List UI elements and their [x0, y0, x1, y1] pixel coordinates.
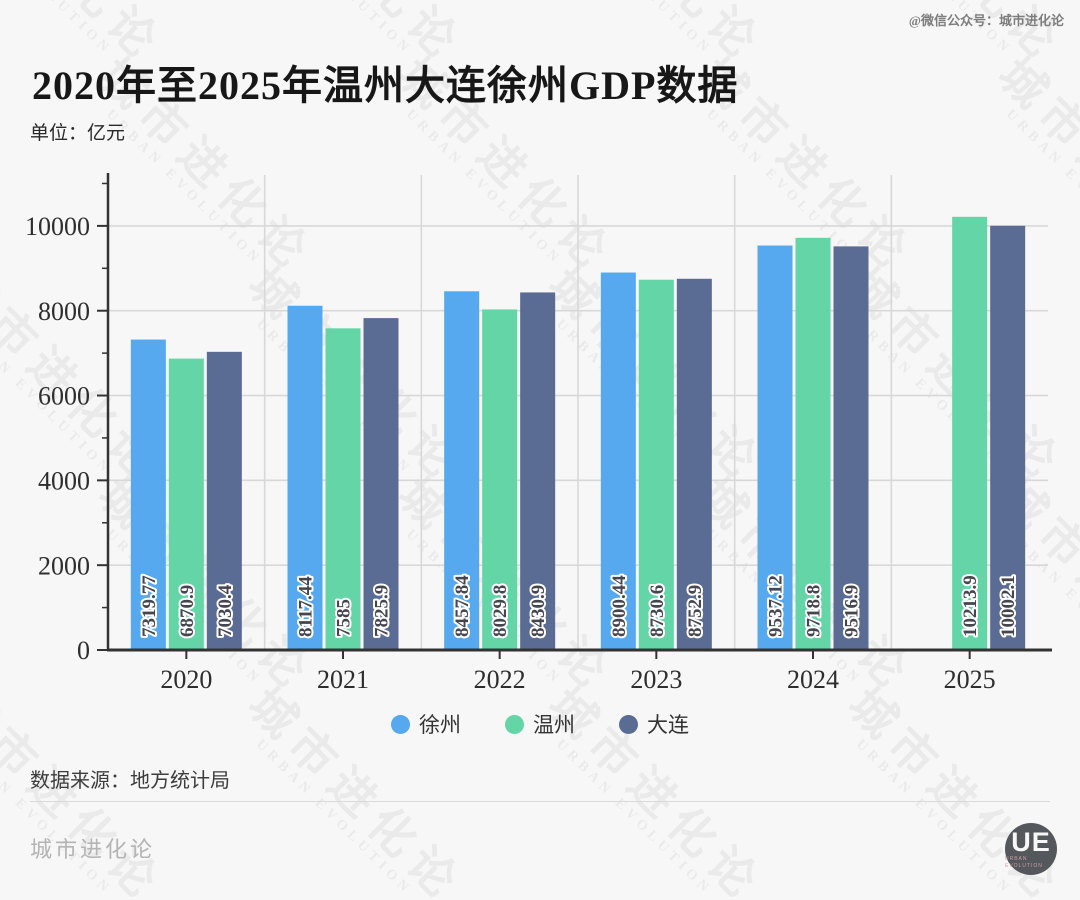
x-tick-label: 2023 [630, 665, 682, 690]
legend-dot-icon [391, 714, 410, 734]
bar-大连-2022 [520, 292, 556, 650]
y-tick-label: 10000 [25, 212, 90, 241]
brand-name: 城市进化论 [30, 837, 156, 862]
bar-徐州-2022 [444, 291, 480, 650]
bar-温州-2023 [638, 279, 674, 650]
x-tick-label: 2021 [317, 665, 369, 690]
x-tick-label: 2024 [787, 665, 839, 690]
bar-value-label: 7319.77 [139, 575, 160, 637]
y-tick-label: 2000 [38, 551, 90, 580]
x-tick-label: 2022 [474, 665, 526, 690]
logo-subtext: URBAN EVOLUTION [1005, 855, 1043, 869]
legend-dot-icon [505, 714, 524, 734]
bar-大连-2023 [676, 278, 712, 650]
bar-温州-2025 [952, 216, 988, 650]
x-tick-label: 2020 [160, 665, 212, 690]
footer-divider [30, 801, 1050, 802]
bar-value-label: 10213.9 [960, 575, 981, 637]
bar-温州-2021 [325, 328, 361, 650]
bar-温州-2024 [795, 237, 831, 650]
bar-value-label: 8457.84 [452, 575, 473, 637]
bar-value-label: 8730.6 [647, 585, 668, 637]
bar-value-label: 9718.8 [804, 585, 825, 637]
x-tick-label: 2025 [944, 665, 996, 690]
legend-label: 徐州 [419, 713, 461, 737]
bar-大连-2025 [990, 225, 1026, 650]
bar-徐州-2023 [600, 272, 636, 650]
y-tick-label: 8000 [38, 297, 90, 326]
bar-大连-2021 [363, 318, 399, 650]
bar-徐州-2020 [130, 339, 166, 650]
legend-label: 温州 [533, 713, 575, 737]
gdp-bar-chart: 7319.77 6870.9 7030.4 8117.44 7585 7825.9 8457… [0, 160, 1080, 694]
bar-温州-2022 [482, 309, 518, 650]
unit-label: 单位：亿元 [30, 123, 126, 144]
logo-ue-text: UE [1011, 826, 1051, 857]
chart-legend: 徐州 温州 大连 [0, 704, 1080, 744]
bar-value-label: 8752.9 [685, 585, 706, 637]
page-title: 2020年至2025年温州大连徐州GDP数据 [32, 62, 739, 108]
bar-value-label: 7030.4 [215, 584, 236, 637]
y-tick-label: 4000 [38, 466, 90, 495]
wechat-account-note: @微信公众号：城市进化论 [908, 13, 1064, 28]
bar-value-label: 9537.12 [766, 575, 787, 637]
data-source-note: 数据来源：地方统计局 [30, 770, 230, 792]
bar-value-label: 6870.9 [177, 585, 198, 637]
legend-item-徐州: 徐州 [391, 709, 461, 739]
bar-大连-2024 [833, 246, 869, 650]
bar-value-label: 8117.44 [296, 576, 317, 637]
legend-label: 大连 [647, 713, 689, 737]
legend-dot-icon [619, 714, 638, 734]
bar-徐州-2021 [287, 305, 323, 650]
y-tick-label: 6000 [38, 382, 90, 411]
bar-大连-2020 [206, 351, 242, 650]
bar-value-label: 9516.9 [842, 585, 863, 637]
bar-value-label: 10002.1 [998, 575, 1019, 637]
legend-item-温州: 温州 [505, 709, 575, 739]
legend-item-大连: 大连 [619, 709, 689, 739]
chart-canvas: 7319.77 6870.9 7030.4 8117.44 7585 7825.9 8457… [25, 173, 1052, 694]
bar-value-label: 7585 [334, 599, 355, 637]
bar-value-label: 8900.44 [609, 575, 630, 637]
bar-value-label: 8430.9 [528, 585, 549, 637]
brand-logo-icon: UE URBAN EVOLUTION [1005, 823, 1057, 875]
bar-温州-2020 [168, 358, 204, 650]
bar-徐州-2024 [757, 245, 793, 650]
bar-value-label: 8029.8 [490, 585, 511, 637]
bar-value-label: 7825.9 [372, 585, 393, 637]
y-tick-label: 0 [77, 636, 90, 665]
